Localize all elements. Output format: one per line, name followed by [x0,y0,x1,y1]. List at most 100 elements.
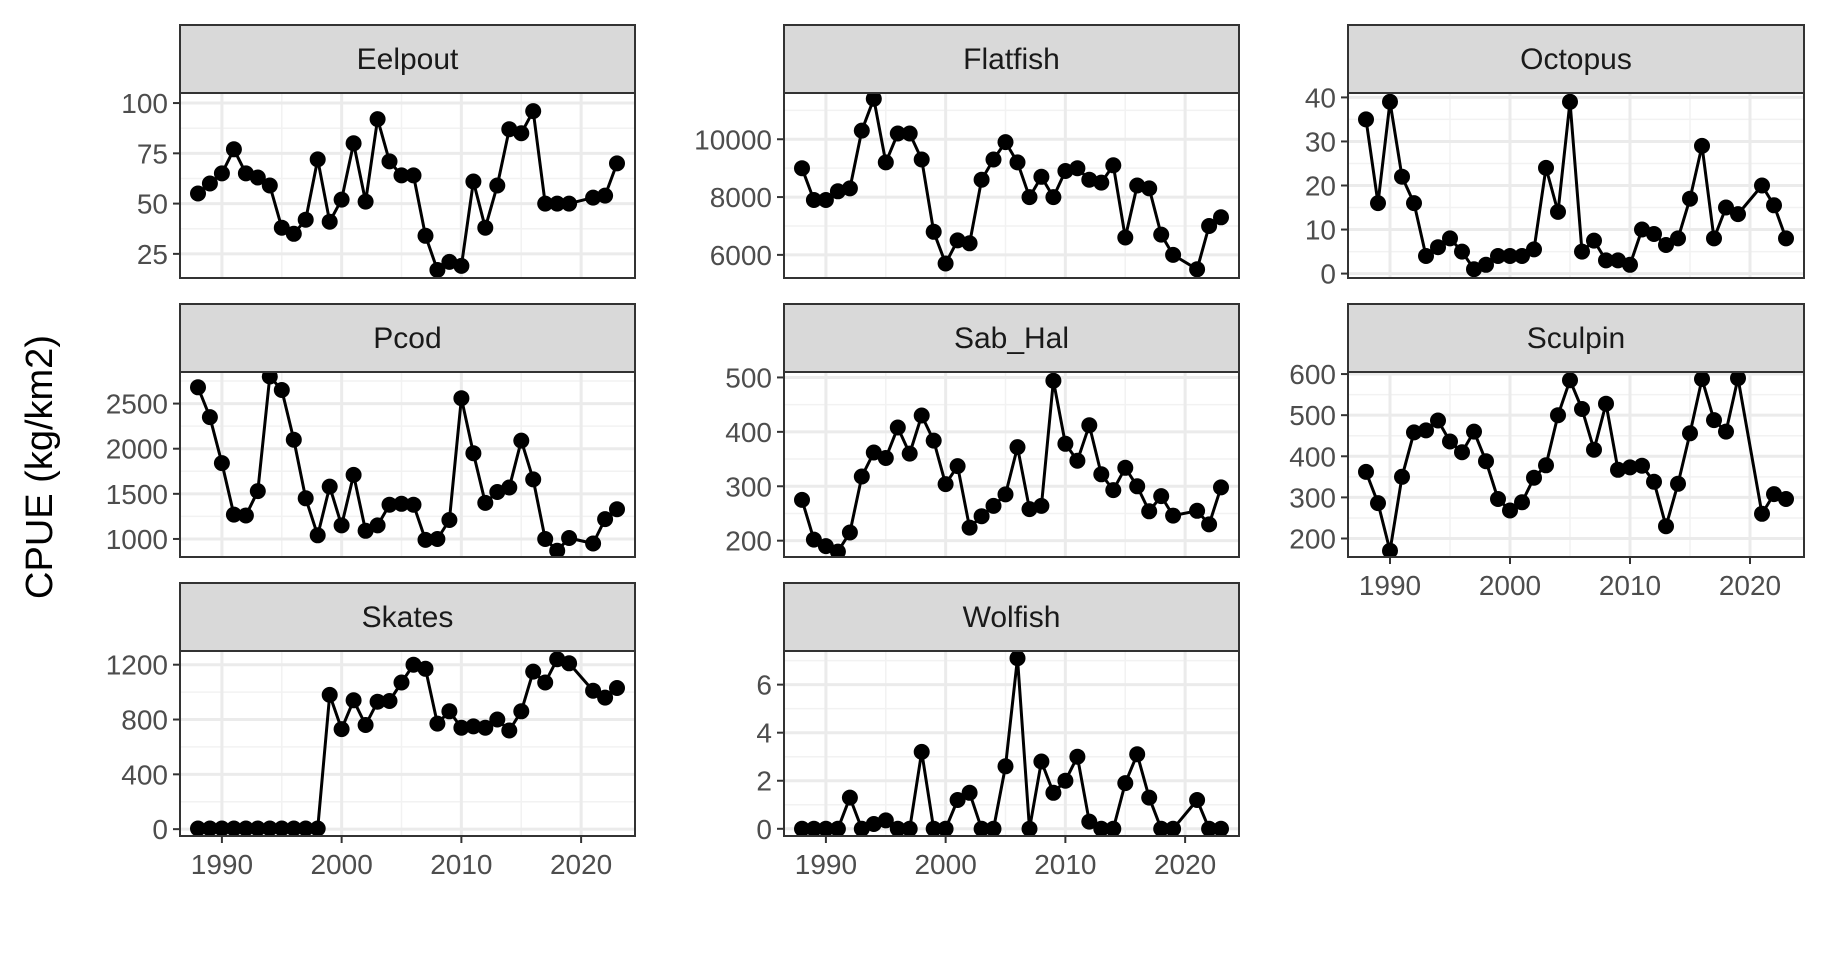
data-point-wolfish-2000 [937,820,954,836]
panel-border-eelpout [179,92,636,279]
series-skates [190,651,625,836]
data-point-wolfish-2016 [1129,746,1146,763]
data-point-sculpin-2021 [1754,505,1770,522]
data-point-pcod-1989 [201,409,218,426]
data-point-skates-2016 [525,663,542,680]
plot-area-pcod [180,372,635,557]
data-point-pcod-2023 [609,501,625,518]
data-point-sab-hal-2001 [949,458,966,475]
data-point-wolfish-1991 [829,820,846,836]
data-point-sculpin-1997 [1466,423,1482,440]
y-tick-label-octopus: 20 [1305,171,1336,202]
y-tick-label-sab-hal: 500 [725,362,772,393]
data-point-flatfish-2022 [1201,218,1218,234]
data-point-flatfish-2006 [1009,154,1026,171]
data-point-wolfish-2017 [1141,789,1158,806]
data-point-sab-hal-2009 [1045,372,1062,389]
x-tick-label-sculpin: 2010 [1599,570,1661,601]
data-point-sculpin-1992 [1406,424,1422,441]
data-point-octopus-2014 [1670,230,1686,247]
data-point-skates-1991 [225,820,242,836]
data-point-wolfish-2004 [985,820,1002,836]
data-point-eelpout-2002 [357,193,374,210]
data-point-skates-2013 [489,711,506,728]
data-point-eelpout-2000 [333,191,350,208]
data-point-flatfish-1989 [805,192,822,208]
data-point-eelpout-1998 [309,151,326,168]
y-tick-label-flatfish: 10000 [694,124,772,155]
data-point-sab-hal-2006 [1009,439,1026,456]
panel-eelpout: Eelpout 25 50 75 100 [121,24,636,279]
x-tick-label-sculpin: 2020 [1719,570,1781,601]
y-tick-label-octopus: 30 [1305,126,1336,157]
data-point-wolfish-2007 [1021,820,1038,836]
data-point-eelpout-2015 [513,125,530,142]
data-point-wolfish-2005 [997,758,1014,775]
data-point-pcod-2002 [357,522,374,539]
data-point-skates-2009 [441,703,458,720]
data-point-wolfish-2011 [1069,748,1086,765]
data-point-pcod-2006 [405,496,422,513]
data-point-octopus-2011 [1634,221,1650,238]
data-point-octopus-2005 [1562,93,1578,110]
data-point-sab-hal-2005 [997,486,1014,503]
data-point-eelpout-2017 [537,195,554,212]
data-point-eelpout-1994 [261,177,278,194]
data-point-skates-1990 [213,820,230,836]
data-point-pcod-1994 [261,372,278,385]
data-point-pcod-2018 [549,542,566,557]
data-point-skates-2012 [477,719,494,736]
data-point-sculpin-1998 [1478,453,1494,470]
y-tick-label-pcod: 2000 [106,434,168,465]
data-point-octopus-2004 [1550,203,1566,220]
data-point-skates-1993 [249,820,266,836]
data-point-eelpout-2021 [585,189,602,206]
data-point-sculpin-2019 [1730,372,1746,387]
data-point-wolfish-2009 [1045,784,1062,801]
data-point-pcod-1990 [213,455,230,472]
data-point-sab-hal-2010 [1057,435,1074,452]
data-point-pcod-2008 [429,531,446,547]
data-point-skates-2005 [393,674,410,691]
data-point-sab-hal-2016 [1129,478,1146,495]
data-point-eelpout-2013 [489,177,506,194]
data-point-eelpout-2022 [597,187,614,204]
y-tick-label-wolfish: 6 [756,670,772,701]
data-point-eelpout-2019 [561,195,578,212]
data-point-pcod-2000 [333,517,350,534]
data-point-octopus-2010 [1622,256,1638,273]
data-point-flatfish-1992 [841,180,858,197]
strip-label-sculpin: Sculpin [1527,322,1625,355]
y-tick-label-skates: 1200 [106,650,168,681]
data-point-octopus-2009 [1610,252,1626,269]
y-tick-label-eelpout: 50 [137,189,168,220]
data-point-pcod-2015 [513,432,530,449]
data-point-octopus-1991 [1394,168,1410,185]
data-point-sab-hal-2021 [1189,502,1206,519]
data-point-skates-2022 [597,689,614,706]
data-point-skates-2007 [417,660,434,677]
data-point-octopus-1999 [1490,248,1506,264]
data-point-flatfish-2019 [1165,246,1182,263]
data-point-octopus-1990 [1382,93,1398,110]
data-point-wolfish-2002 [961,784,978,801]
data-point-sculpin-2012 [1646,473,1662,490]
data-point-flatfish-2021 [1189,261,1206,278]
data-point-skates-2017 [537,674,554,691]
data-point-sculpin-1990 [1382,542,1398,557]
strip-pcod [179,303,636,373]
y-tick-label-sab-hal: 200 [725,526,772,557]
data-point-flatfish-2000 [937,255,954,272]
data-point-flatfish-2005 [997,134,1014,151]
data-point-pcod-1999 [321,478,338,495]
data-point-sab-hal-2004 [985,497,1002,514]
data-point-octopus-2015 [1682,190,1698,207]
data-point-octopus-2019 [1730,206,1746,223]
data-point-flatfish-2008 [1033,168,1050,185]
data-point-wolfish-2013 [1093,820,1110,836]
y-tick-label-sculpin: 300 [1289,482,1336,513]
data-point-flatfish-1998 [913,151,930,168]
data-point-pcod-1996 [285,431,302,448]
data-point-wolfish-2006 [1009,651,1026,667]
data-point-sculpin-2004 [1550,407,1566,424]
